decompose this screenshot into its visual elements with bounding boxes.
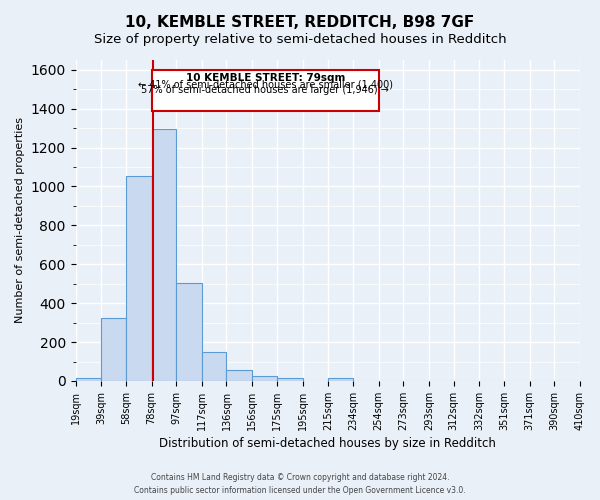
Text: Contains HM Land Registry data © Crown copyright and database right 2024.
Contai: Contains HM Land Registry data © Crown c… [134,474,466,495]
Bar [126,176,152,381]
Bar [226,370,252,381]
Bar [252,376,277,381]
Text: 57% of semi-detached houses are larger (1,946) →: 57% of semi-detached houses are larger (… [141,85,389,95]
Text: ← 41% of semi-detached houses are smaller (1,400): ← 41% of semi-detached houses are smalle… [137,80,392,90]
Bar [202,352,226,381]
Bar [76,378,101,381]
Text: 10 KEMBLE STREET: 79sqm: 10 KEMBLE STREET: 79sqm [185,73,345,83]
FancyBboxPatch shape [152,70,379,110]
Bar [328,378,353,381]
X-axis label: Distribution of semi-detached houses by size in Redditch: Distribution of semi-detached houses by … [160,437,496,450]
Y-axis label: Number of semi-detached properties: Number of semi-detached properties [15,118,25,324]
Text: Size of property relative to semi-detached houses in Redditch: Size of property relative to semi-detach… [94,32,506,46]
Bar [101,318,126,381]
Bar [277,378,302,381]
Text: 10, KEMBLE STREET, REDDITCH, B98 7GF: 10, KEMBLE STREET, REDDITCH, B98 7GF [125,15,475,30]
Bar [152,129,176,381]
Bar [176,282,202,381]
